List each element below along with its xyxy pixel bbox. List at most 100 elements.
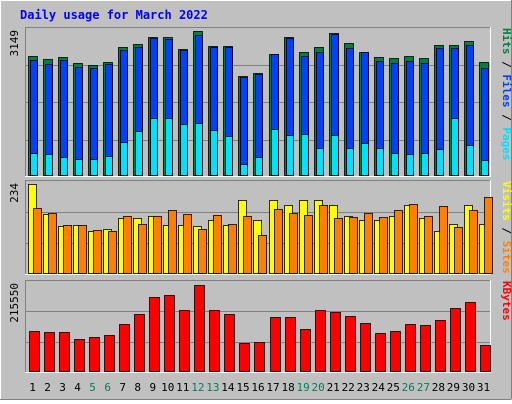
bar-pages: [255, 157, 263, 176]
bar-pages: [271, 129, 279, 176]
x-tick-label: 12: [191, 381, 204, 394]
bar-files: [481, 68, 489, 176]
bar-sites: [78, 225, 87, 274]
bar-pages: [180, 124, 188, 176]
bar-sites: [108, 231, 117, 274]
x-tick-label: 31: [477, 381, 490, 394]
bar-pages: [225, 136, 233, 176]
x-tick-label: 29: [447, 381, 460, 394]
axis-label-pages-files-hits: Hits / Files / Pages: [500, 28, 512, 161]
bar-kbytes: [254, 342, 265, 372]
x-tick-label: 17: [266, 381, 279, 394]
bar-sites: [228, 224, 237, 274]
bar-sites: [168, 210, 177, 274]
axis-label-part-hits: Hits: [500, 28, 512, 55]
max-label-kbytes: 215550: [8, 283, 21, 323]
axis-label-part-sites: Sites: [500, 241, 512, 274]
bar-kbytes: [300, 329, 311, 372]
bar-pages: [210, 130, 218, 176]
chart-title: Daily usage for March 2022: [20, 8, 208, 22]
max-label-pages-files-hits: 3149: [8, 30, 21, 57]
bar-pages: [361, 143, 369, 176]
x-tick-label: 1: [29, 381, 36, 394]
axis-label-part-kbytes: KBytes: [500, 281, 512, 321]
bar-pages: [120, 142, 128, 176]
bar-sites: [349, 217, 358, 274]
bar-kbytes: [330, 312, 341, 372]
x-tick-label: 27: [417, 381, 430, 394]
bar-sites: [243, 216, 252, 274]
bar-kbytes: [315, 310, 326, 372]
bar-sites: [469, 210, 478, 274]
bar-pages: [451, 118, 459, 176]
bar-pages: [30, 153, 38, 176]
x-tick-label: 21: [327, 381, 340, 394]
bar-pages: [286, 135, 294, 176]
bar-pages: [150, 118, 158, 176]
bar-sites: [63, 225, 72, 274]
x-tick-label: 6: [104, 381, 111, 394]
bar-kbytes: [29, 331, 40, 372]
bar-sites: [153, 216, 162, 274]
bar-pages: [135, 131, 143, 176]
bar-pages: [331, 135, 339, 176]
bar-kbytes: [104, 335, 115, 372]
bar-kbytes: [134, 314, 145, 372]
bar-kbytes: [59, 332, 70, 372]
bar-pages: [421, 153, 429, 176]
x-tick-label: 23: [357, 381, 370, 394]
bar-sites: [304, 215, 313, 274]
bar-sites: [33, 208, 42, 274]
bar-sites: [138, 224, 147, 274]
axis-label-kbytes: KBytes: [500, 281, 512, 321]
bar-sites: [123, 216, 132, 274]
bar-kbytes: [224, 314, 235, 372]
x-tick-label: 24: [372, 381, 386, 394]
bar-sites: [198, 229, 207, 274]
bar-kbytes: [390, 331, 401, 372]
bar-kbytes: [74, 339, 85, 372]
bar-sites: [364, 213, 373, 274]
bar-pages: [481, 160, 489, 176]
bar-kbytes: [119, 324, 130, 372]
bar-kbytes: [194, 285, 205, 372]
bar-pages: [75, 159, 83, 176]
bar-sites: [48, 213, 57, 274]
x-tick-label: 16: [251, 381, 264, 394]
x-tick-label: 22: [342, 381, 355, 394]
bar-sites: [289, 213, 298, 274]
axis-label-sites-visits: Visits / Sites: [500, 181, 512, 274]
bar-kbytes: [480, 345, 491, 372]
x-tick-label: 25: [387, 381, 400, 394]
bar-kbytes: [375, 333, 386, 372]
x-tick-label: 30: [462, 381, 475, 394]
x-tick-label: 11: [176, 381, 189, 394]
bar-pages: [90, 159, 98, 176]
x-tick-label: 10: [161, 381, 174, 394]
bar-pages: [316, 148, 324, 176]
x-tick-label: 14: [221, 381, 235, 394]
bar-pages: [195, 123, 203, 176]
bar-pages: [240, 164, 248, 176]
x-tick-label: 28: [432, 381, 445, 394]
axis-label-part-files: Files: [500, 74, 512, 107]
x-tick-label: 7: [119, 381, 126, 394]
bar-sites: [213, 215, 222, 274]
x-tick-label: 13: [206, 381, 219, 394]
x-tick-label: 9: [149, 381, 156, 394]
bar-sites: [274, 209, 283, 274]
bar-sites: [379, 217, 388, 274]
x-tick-label: 4: [74, 381, 81, 394]
bar-sites: [183, 214, 192, 274]
bar-sites: [334, 218, 343, 274]
bar-pages: [406, 154, 414, 176]
bar-pages: [105, 156, 113, 176]
bar-kbytes: [360, 323, 371, 372]
bar-sites: [424, 216, 433, 274]
bar-pages: [346, 148, 354, 176]
x-tick-label: 5: [89, 381, 96, 394]
bar-files: [240, 77, 248, 176]
x-tick-label: 8: [134, 381, 141, 394]
max-label-sites-visits: 234: [8, 183, 21, 203]
bar-kbytes: [149, 297, 160, 372]
